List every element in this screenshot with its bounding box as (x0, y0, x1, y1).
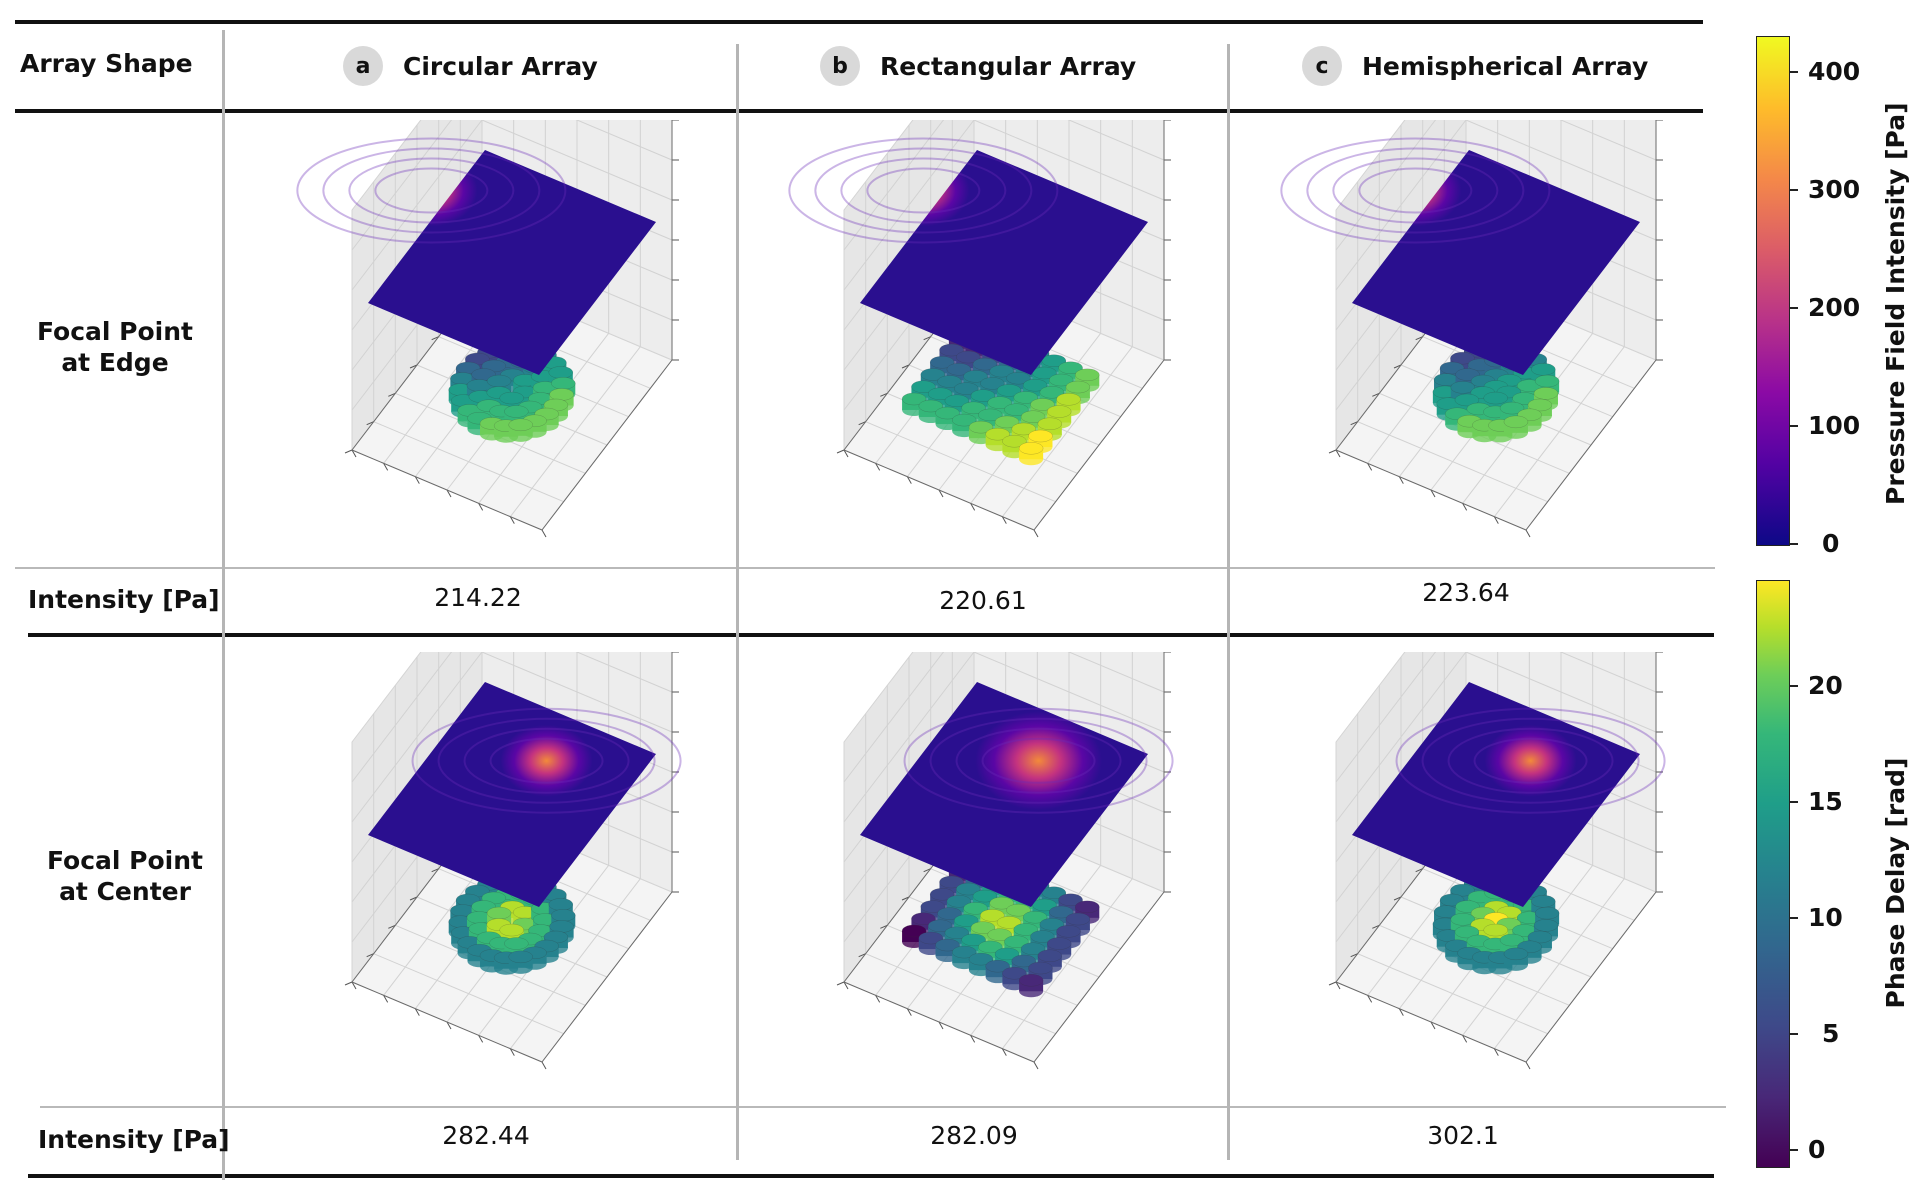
pressure-tick: 100 (1808, 411, 1861, 440)
column-title: Rectangular Array (880, 51, 1137, 81)
array-shape-header: Array Shape (20, 49, 193, 78)
phase-tick: 20 (1808, 671, 1843, 700)
phase-tick: 5 (1822, 1019, 1840, 1048)
header-rule (15, 109, 1703, 113)
row1-divider (15, 567, 1715, 569)
label-column-divider (222, 30, 225, 1180)
column-header-rectangular: b Rectangular Array (820, 44, 1136, 88)
intensity-value: 220.61 (939, 586, 1027, 615)
pressure-tick: 200 (1808, 293, 1861, 322)
top-rule (15, 20, 1703, 24)
pressure-colorbar-title: Pressure Field Intensity [Pa] (1881, 102, 1910, 505)
column-header-circular: a Circular Array (343, 44, 598, 88)
row-label-center: Focal Point at Center (46, 846, 204, 906)
pressure-tick: 300 (1808, 175, 1861, 204)
intensity-value: 214.22 (434, 583, 522, 612)
pressure-tick: 400 (1808, 57, 1861, 86)
column-badge: b (820, 46, 860, 86)
row-label-edge: Focal Point at Edge (36, 317, 194, 377)
column-divider-ab (736, 44, 739, 1160)
phase-colorbar-title: Phase Delay [rad] (1881, 757, 1910, 1009)
phase-colorbar (1756, 580, 1790, 1168)
intensity-value: 223.64 (1422, 578, 1510, 607)
column-badge: a (343, 46, 383, 86)
plot-hemispherical-edge (1280, 120, 1663, 538)
plot-circular-edge (296, 120, 679, 538)
intensity-value: 282.09 (930, 1121, 1018, 1150)
pressure-tick: 0 (1822, 529, 1840, 558)
plot-circular-center (344, 652, 682, 1070)
intensity-label-row2: Intensity [Pa] (38, 1125, 230, 1154)
column-divider-bc (1227, 44, 1230, 1160)
bottom-rule (28, 1174, 1714, 1178)
plot-rectangular-center (836, 652, 1174, 1070)
column-header-hemispherical: c Hemispherical Array (1302, 44, 1648, 88)
intensity-label-row1: Intensity [Pa] (28, 585, 220, 614)
column-title: Hemispherical Array (1362, 51, 1649, 81)
pressure-colorbar (1756, 36, 1790, 546)
plot-hemispherical-center (1328, 652, 1666, 1070)
phase-tick: 15 (1808, 787, 1843, 816)
column-title: Circular Array (403, 51, 598, 81)
column-badge: c (1302, 46, 1342, 86)
phase-tick: 0 (1808, 1135, 1826, 1164)
row1-bottom-rule (28, 633, 1714, 637)
intensity-value: 282.44 (442, 1121, 530, 1150)
plot-rectangular-edge (788, 120, 1171, 538)
phase-tick: 10 (1808, 903, 1843, 932)
row2-divider (40, 1106, 1726, 1108)
intensity-value: 302.1 (1427, 1121, 1499, 1150)
